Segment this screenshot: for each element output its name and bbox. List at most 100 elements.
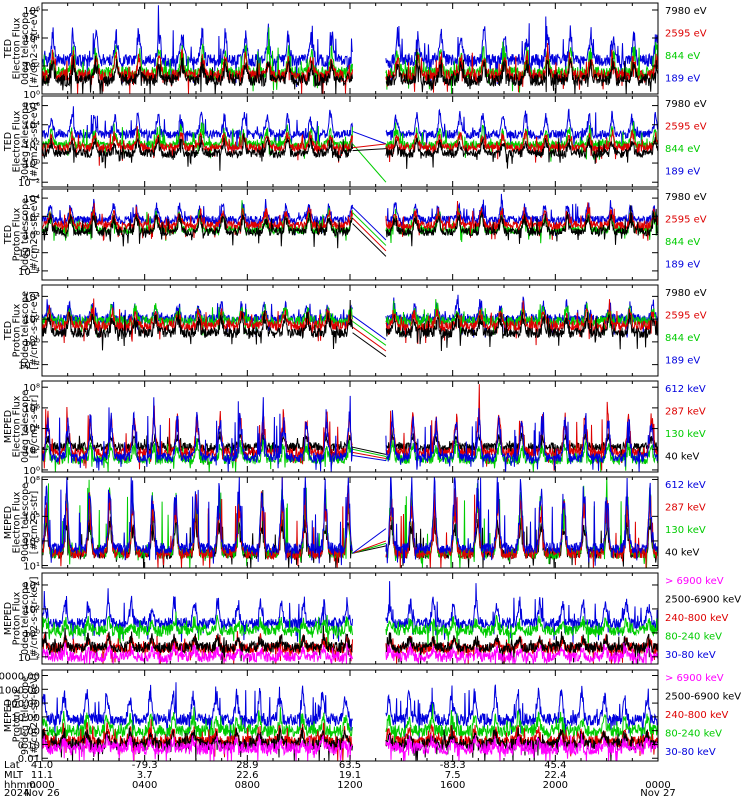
x-tick-label: 0400: [132, 780, 157, 791]
legend-entry: 240-800 keV: [665, 613, 729, 624]
legend-entry: 844 eV: [665, 237, 700, 248]
x-row-label: MLT: [4, 770, 24, 781]
legend-entry: 2595 eV: [665, 311, 707, 322]
x-tick-label: -83.3: [440, 760, 466, 771]
y-axis-label: [#/cm2-s-str-eV]: [29, 102, 40, 181]
legend-entry: 844 eV: [665, 51, 700, 62]
gap-connector-line: [352, 130, 387, 145]
legend-entry: 189 eV: [665, 356, 700, 367]
legend-entry: 287 keV: [665, 503, 706, 514]
series-line-7980-ev: [41, 299, 353, 351]
y-tick-label: 10⁰: [23, 629, 40, 640]
x-tick-label: 0000: [645, 780, 670, 791]
y-tick-label: 10⁶: [23, 404, 40, 415]
y-axis-label: [#/cm2-s-str-keV]: [29, 674, 40, 758]
y-tick-label: 10⁸: [23, 475, 40, 486]
series-line--6900-kev: [41, 642, 353, 665]
legend-entry: 2595 eV: [665, 29, 707, 40]
x-tick-label: 7.5: [445, 770, 461, 781]
y-axis-label: MEPED: [3, 602, 14, 635]
series-line-30-80-kev: [41, 682, 353, 745]
y-tick-label: 10⁰: [23, 338, 40, 349]
panel-3-series: [41, 193, 659, 257]
legend-entry: 612 keV: [665, 384, 706, 395]
series-line-2500-6900-kev: [41, 727, 353, 762]
series-line-7980-ev: [385, 136, 659, 169]
gap-connector-line: [352, 223, 387, 257]
gap-connector-line: [352, 206, 387, 241]
series-line-612-kev: [385, 408, 659, 473]
series-line-7980-ev: [41, 133, 353, 171]
series-line-612-kev: [385, 476, 659, 566]
y-tick-label: 1.00: [18, 727, 40, 738]
panel-4-series: [41, 294, 659, 358]
y-axis-label: Proton Flux: [12, 207, 23, 261]
legend-entry: 130 keV: [665, 525, 706, 536]
series-line-2595-ev: [41, 298, 353, 344]
legend-entry: 189 eV: [665, 167, 700, 178]
gap-connector-line: [352, 143, 386, 149]
y-axis-label: Proton Flux: [12, 303, 23, 357]
y-tick-label: 10¹: [23, 562, 40, 573]
legend-entry: 189 eV: [665, 74, 700, 85]
panel-1-series: [41, 5, 659, 95]
x-tick-label: Nov 27: [640, 788, 675, 799]
legend-entry: 2500-6900 keV: [665, 692, 741, 703]
y-tick-label: 10⁰: [23, 466, 40, 477]
legend-entry: 287 keV: [665, 407, 706, 418]
y-tick-label: 10⁰: [23, 90, 40, 101]
x-tick-label: 0800: [235, 780, 260, 791]
legend-entry: 30-80 keV: [665, 747, 716, 758]
series-line-30-80-kev: [385, 581, 659, 645]
x-tick-label: 1200: [337, 780, 362, 791]
series-line--6900-kev: [41, 734, 353, 762]
panel-frame: [41, 284, 659, 377]
series-line--6900-kev: [385, 733, 659, 762]
y-axis-label: 0deg telescope: [20, 198, 31, 271]
series-line-80-240-kev: [385, 703, 659, 752]
y-tick-label: 10²: [23, 62, 40, 73]
panel-2-series: [41, 106, 659, 183]
x-tick-label: 0000: [29, 780, 54, 791]
x-tick-label: 11.1: [31, 770, 53, 781]
y-tick-label: 100.00: [5, 699, 40, 710]
gap-connector-line: [352, 540, 387, 554]
y-tick-label: 10.00: [11, 713, 40, 724]
legend-entry: 80-240 keV: [665, 632, 722, 643]
y-tick-label: 10⁻⁴: [18, 267, 40, 278]
series-line-2595-ev: [41, 125, 353, 166]
series-line-7980-ev: [385, 311, 659, 352]
x-tick-label: 45.4: [544, 760, 566, 771]
x-row-label: hhmm: [4, 780, 36, 791]
legend-entry: 612 keV: [665, 480, 706, 491]
legend-entry: 240-800 keV: [665, 710, 729, 721]
y-axis-label: [#/cm2-s-str-eV]: [29, 291, 40, 370]
x-row-label: Lat: [4, 760, 20, 771]
series-line-2500-6900-kev: [385, 631, 658, 665]
series-line-612-kev: [41, 476, 353, 566]
y-tick-label: 10⁻²: [18, 653, 40, 664]
y-axis-label: MEPED: [3, 506, 14, 539]
y-axis-label: MEPED: [3, 699, 14, 732]
y-tick-label: 10⁰: [23, 231, 40, 242]
y-tick-label: 10⁶: [23, 6, 40, 17]
panel-frame: [41, 188, 659, 281]
x-tick-label: 22.6: [236, 770, 258, 781]
panel-8-series: [41, 682, 659, 762]
series-line-240-800-kev: [385, 633, 659, 665]
series-line-189-ev: [41, 106, 353, 151]
series-line-7980-ev: [385, 205, 659, 247]
y-tick-label: 0.01: [18, 754, 40, 765]
x-tick-label: 19.1: [339, 770, 361, 781]
gap-connector-line: [352, 446, 387, 455]
series-line-7980-ev: [385, 48, 659, 95]
y-tick-label: 10⁻²: [18, 249, 40, 260]
y-axis-label: TED: [3, 321, 14, 341]
gap-connector-line: [352, 217, 387, 252]
series-line-189-ev: [385, 108, 659, 151]
